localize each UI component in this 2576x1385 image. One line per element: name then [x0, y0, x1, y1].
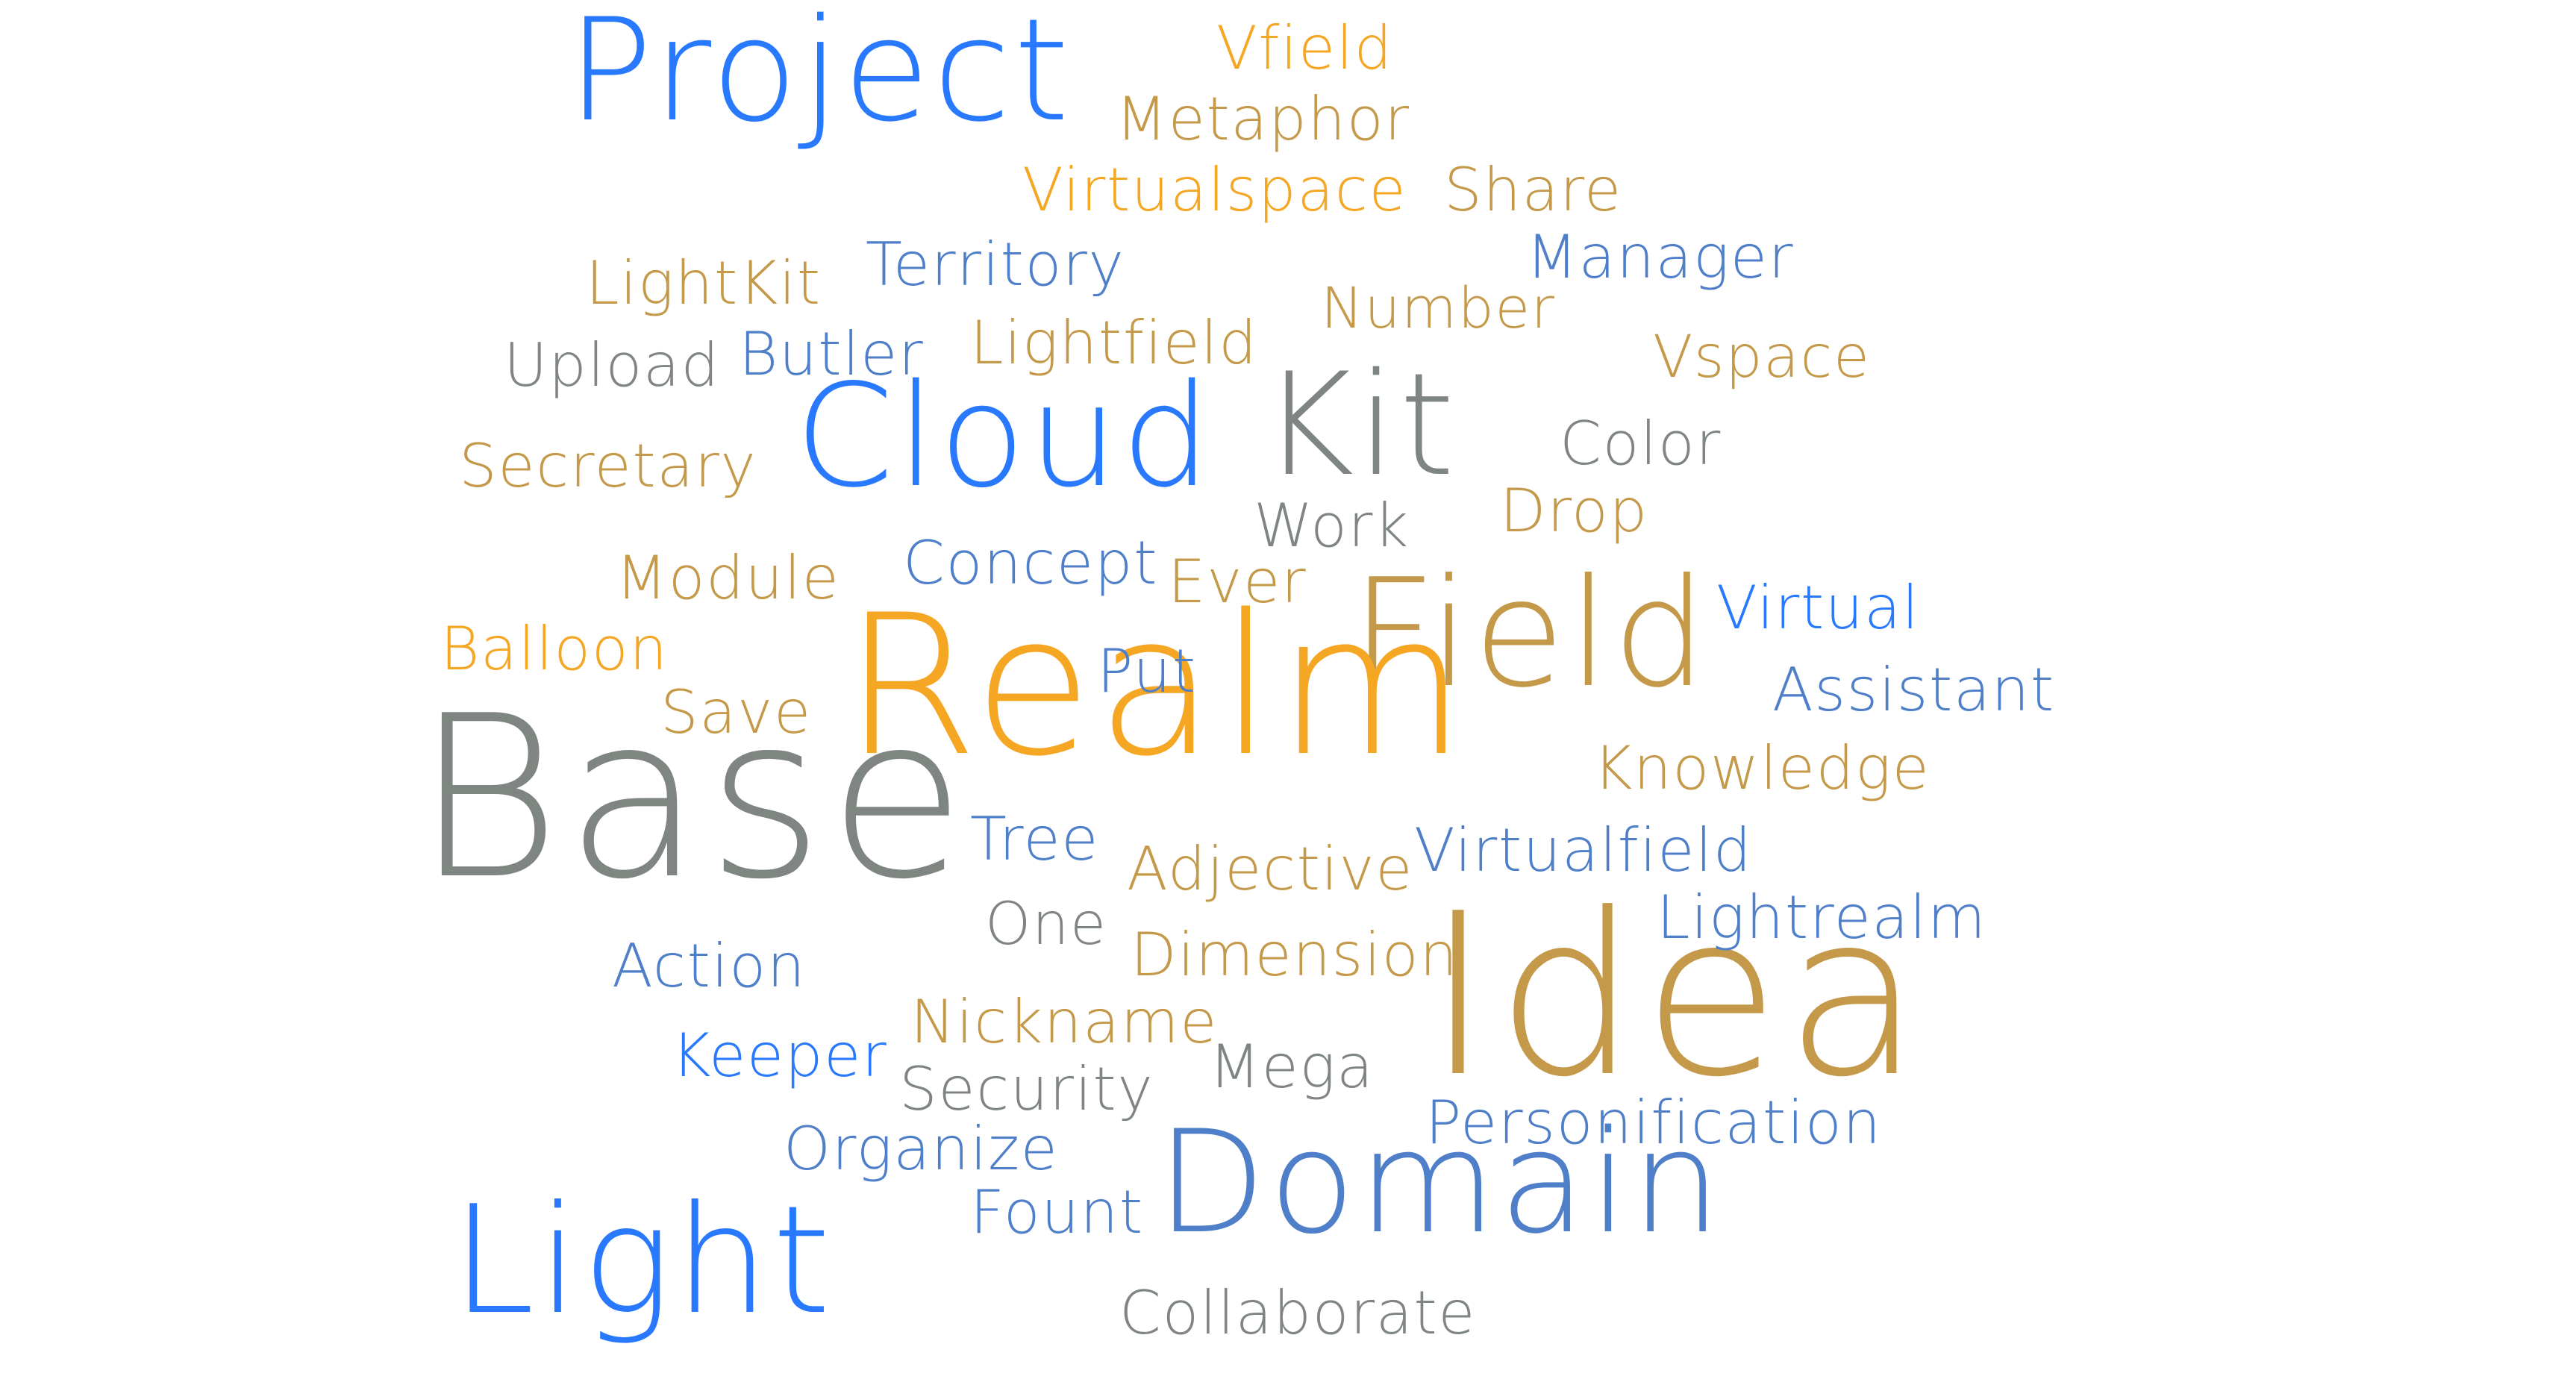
word-module: Module: [616, 543, 840, 613]
word-vspace: Vspace: [1653, 324, 1871, 391]
word-field: Field: [1351, 547, 1710, 721]
word-virtualfield: Virtualfield: [1414, 816, 1753, 885]
word-number: Number: [1321, 275, 1556, 341]
word-save: Save: [660, 678, 812, 747]
word-virtual: Virtual: [1716, 573, 1920, 643]
word-work: Work: [1254, 491, 1410, 560]
word-kit: Kit: [1261, 343, 1458, 507]
word-cloud: Cloud: [795, 354, 1214, 519]
word-secretary: Secretary: [459, 431, 757, 501]
word-nickname: Nickname: [910, 987, 1219, 1057]
word-one: One: [985, 891, 1107, 958]
word-drop: Drop: [1500, 476, 1648, 545]
word-ever: Ever: [1168, 547, 1307, 616]
word-upload: Upload: [504, 331, 720, 400]
word-adjective: Adjective: [1127, 834, 1414, 904]
word-vfield: Vfield: [1216, 13, 1393, 83]
word-idea: Idea: [1425, 866, 1927, 1126]
word-personification: Personification: [1425, 1088, 1882, 1157]
word-base: Base: [414, 668, 971, 928]
word-metaphor: Metaphor: [1116, 84, 1410, 154]
word-keeper: Keeper: [672, 1021, 888, 1090]
word-security: Security: [899, 1054, 1154, 1124]
word-lightkit: LightKit: [586, 248, 822, 318]
word-share: Share: [1444, 155, 1622, 225]
word-concept: Concept: [903, 528, 1159, 598]
word-collaborate: Collaborate: [1119, 1278, 1477, 1348]
word-balloon: Balloon: [440, 614, 669, 684]
word-action: Action: [612, 931, 807, 1001]
word-color: Color: [1560, 409, 1722, 478]
word-virtualspace: Virtualspace: [1022, 155, 1407, 225]
word-light: Light: [451, 1174, 834, 1348]
word-territory: Territory: [866, 230, 1125, 299]
word-knowledge: Knowledge: [1593, 734, 1931, 803]
word-butler: Butler: [739, 319, 925, 389]
word-manager: Manager: [1526, 222, 1795, 292]
word-realm: Realm: [843, 574, 1470, 799]
word-lightfield: Lightfield: [970, 308, 1258, 378]
word-organize: Organize: [784, 1114, 1059, 1184]
word-mega: Mega: [1209, 1032, 1375, 1101]
word-lightrealm: Lightrealm: [1657, 883, 1987, 952]
word-fount: Fount: [970, 1178, 1144, 1247]
word-put: Put: [1097, 637, 1197, 706]
word-dimension: Dimension: [1131, 920, 1459, 989]
word-assistant: Assistant: [1772, 655, 2055, 725]
word-project: Project: [567, 0, 1072, 153]
word-domain: Domain: [1157, 1100, 1725, 1265]
word-tree: Tree: [970, 804, 1100, 874]
